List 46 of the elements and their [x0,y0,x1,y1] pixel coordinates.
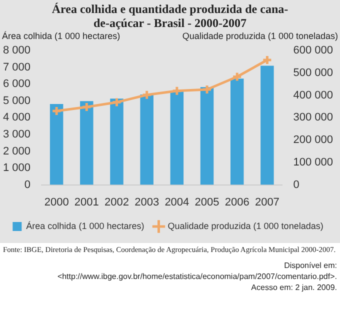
y2-tick-label: 400 000 [293,89,334,102]
bar [110,98,124,185]
text: Disponível em: [283,260,337,271]
bar [140,94,154,185]
y2-tick-label: 300 000 [293,112,334,124]
legend-label: Área colhida (1 000 hectares) [26,220,144,231]
point [172,86,182,96]
bar [230,78,244,185]
chart-title: Área colhida e quantidade produzida de cana-de-açúcar - Brasil - 2000-2007 [50,1,290,30]
x-tick-label: 2004 [164,196,190,208]
y2-tick-label: 500 000 [293,67,334,79]
x-tick-label: 2006 [224,196,250,208]
y-tick-label: 7 000 [2,61,31,74]
y2-tick-label: 600 000 [293,44,334,57]
point [81,102,92,112]
y-tick-label: 2 000 [2,145,31,158]
y-tick-label: 0 [24,178,31,191]
bar [50,104,64,185]
y-axis-title: Área colhida (1 000 hectares) [2,31,120,41]
bar [80,101,94,185]
x-tick-label: 2007 [254,196,280,208]
y2-tick-label: 100 000 [293,156,334,168]
point [202,84,212,95]
text: Acesso em: 2 jan. 2009. [250,282,337,293]
y-tick-label: 3 000 [2,128,31,141]
point [232,72,242,82]
bar [200,87,214,185]
y2-tick-label: 0 [293,178,300,191]
x-tick-label: 2005 [194,196,220,208]
y-tick-label: 1 000 [2,162,31,174]
y-tick-label: 8 000 [2,44,31,57]
bar [170,90,184,185]
y-tick-label: 4 000 [2,112,31,124]
x-tick-label: 2002 [104,196,129,208]
x-tick-label: 2003 [134,196,160,208]
bar [260,66,274,185]
y2-axis-title: Qualidade produzida (1 000 toneladas) [182,31,338,41]
point [142,90,152,100]
x-tick-label: 2001 [74,196,99,208]
point [112,97,122,108]
y2-tick-label: 200 000 [293,134,334,146]
y-tick-label: 6 000 [2,78,31,90]
x-tick-label: 2000 [44,196,69,208]
text: <http://www.ibge.gov.br/home/estatistica/economia/pam/2007/comentario.pdf>. [56,271,337,282]
y-tick-label: 5 000 [2,94,31,107]
legend-label: Qualidade produzida (1 000 toneladas) [168,220,324,231]
